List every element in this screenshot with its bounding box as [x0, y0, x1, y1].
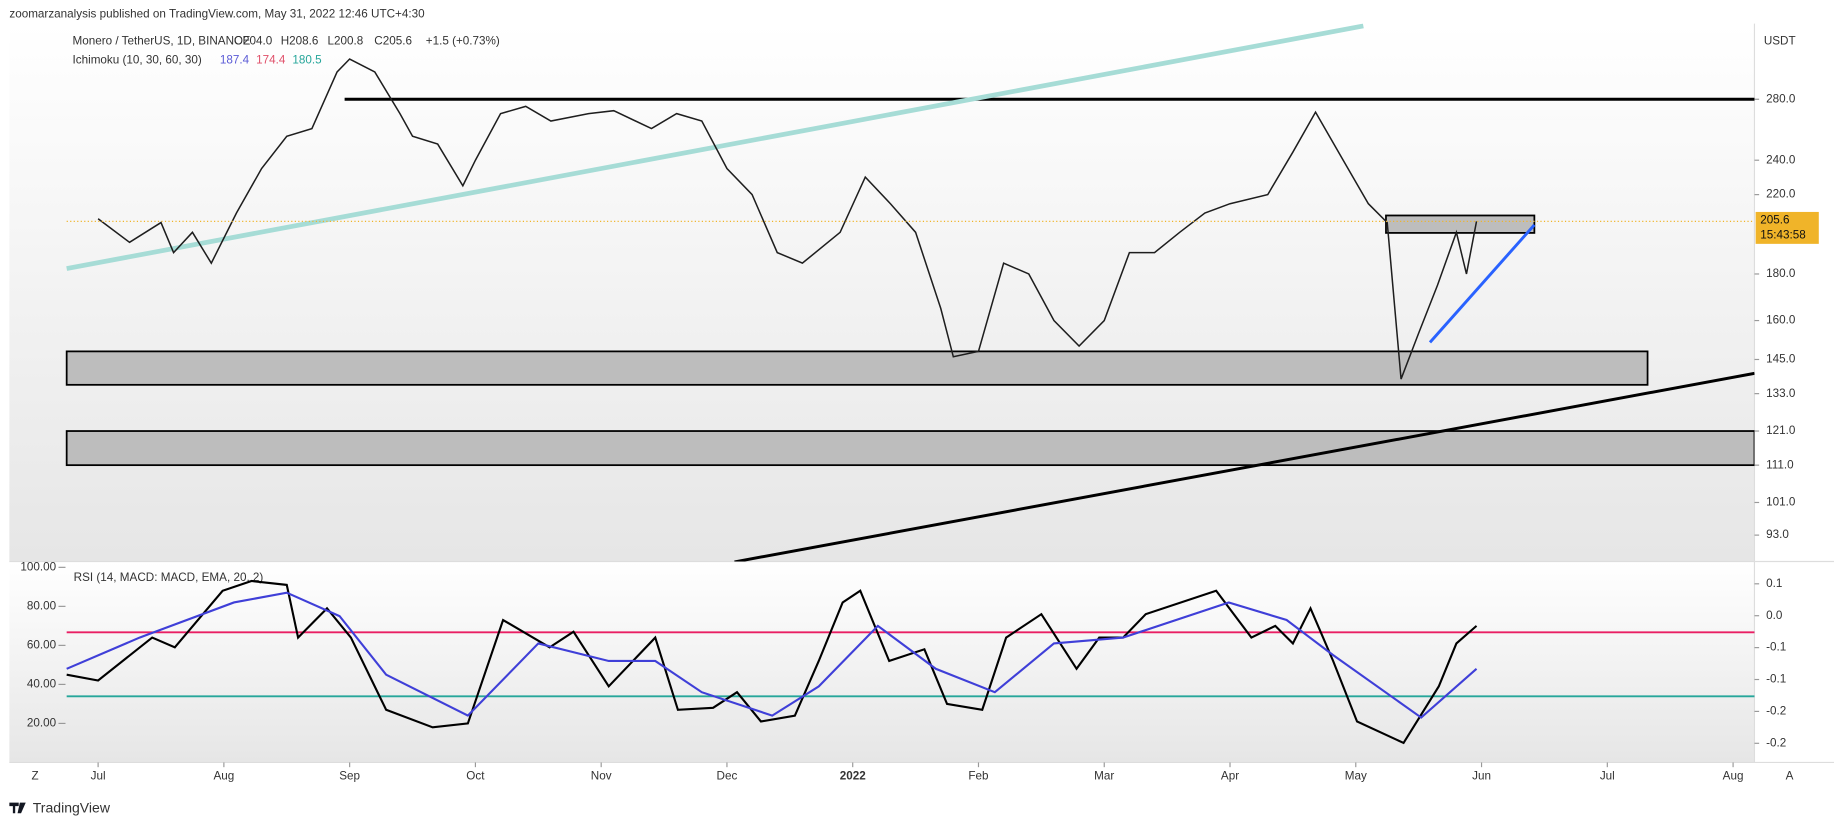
ohlc-value: C205.6	[374, 34, 412, 47]
change-value: +1.5 (+0.73%)	[426, 34, 500, 47]
y2-tick-label: -0.2	[1766, 704, 1786, 717]
rsi-pane	[9, 561, 1755, 763]
x-tick-label: May	[1345, 770, 1367, 783]
indicator-title: Ichimoku (10, 30, 60, 30)	[73, 53, 202, 66]
x-tick-label: Aug	[1723, 770, 1744, 783]
x-tick-label: Mar	[1094, 770, 1114, 783]
x-tick-label: Jul	[1600, 770, 1615, 783]
y-tick-label: 100.00	[20, 560, 56, 573]
y-tick-label: 133.0	[1766, 387, 1796, 400]
y-tick-label: 240.0	[1766, 153, 1796, 166]
y-tick-label: 160.0	[1766, 314, 1796, 327]
ohlc-value: O204.0	[234, 34, 273, 47]
y-tick-label: 111.0	[1766, 458, 1794, 471]
series-line	[97, 58, 1478, 380]
y-tick-label: 121.0	[1766, 424, 1796, 437]
x-tick-label: Oct	[466, 770, 485, 783]
last-price-label: 205.6	[1760, 213, 1790, 226]
symbol-title: Monero / TetherUS, 1D, BINANCE	[73, 34, 251, 47]
rsi-title: RSI (14, MACD: MACD, EMA, 20, 2)	[74, 571, 264, 584]
ohlc-value: L200.8	[328, 34, 364, 47]
zone-box	[1385, 214, 1536, 234]
x-tick-label: Jun	[1472, 770, 1491, 783]
x-tick-label: Feb	[968, 770, 989, 783]
x-tick-label: Nov	[591, 770, 612, 783]
indicator-value: 180.5	[292, 53, 322, 66]
y-tick-label: 220.0	[1766, 188, 1796, 201]
series-line	[66, 591, 1478, 719]
publisher: zoomarzanalysis published on TradingView…	[9, 7, 425, 20]
price-pane	[9, 23, 1755, 562]
y2-tick-label: 0.1	[1766, 577, 1782, 590]
series-line	[66, 579, 1478, 745]
x-tick-label: Sep	[339, 770, 360, 783]
indicator-value: 174.4	[256, 53, 286, 66]
y-tick-label: 101.0	[1766, 496, 1796, 509]
zone-box	[65, 350, 1649, 386]
zone-box	[65, 430, 1755, 467]
y-tick-label: 180.0	[1766, 267, 1796, 280]
trend-line	[734, 371, 1755, 562]
y-tick-label: 280.0	[1766, 92, 1796, 105]
price-unit: USDT	[1764, 34, 1796, 47]
y2-tick-label: 0.0	[1766, 609, 1783, 622]
toolbar-left[interactable]: Z	[32, 770, 39, 783]
trend-line	[1428, 223, 1536, 344]
countdown-label: 15:43:58	[1760, 229, 1806, 242]
ohlc-value: H208.6	[281, 34, 319, 47]
y2-tick-label: -0.1	[1766, 673, 1786, 686]
y2-tick-label: -0.2	[1766, 736, 1786, 749]
x-tick-label: Aug	[213, 770, 234, 783]
y-tick-label: 60.00	[27, 638, 57, 651]
x-tick-label: 2022	[840, 770, 866, 783]
y-tick-label: 80.00	[27, 599, 57, 612]
logo: TradingView	[33, 799, 111, 815]
toolbar-right[interactable]: A	[1786, 770, 1794, 783]
y2-tick-label: -0.1	[1766, 641, 1786, 654]
indicator-value: 187.4	[220, 53, 250, 66]
x-tick-label: Apr	[1221, 770, 1239, 783]
y-tick-label: 20.00	[27, 716, 57, 729]
last-price-tag	[1755, 211, 1819, 244]
x-tick-label: Dec	[717, 770, 738, 783]
y-tick-label: 40.00	[27, 677, 57, 690]
y-tick-label: 93.0	[1766, 528, 1789, 541]
x-tick-label: Jul	[91, 770, 106, 783]
logo-icon	[9, 802, 26, 814]
y-tick-label: 145.0	[1766, 353, 1796, 366]
